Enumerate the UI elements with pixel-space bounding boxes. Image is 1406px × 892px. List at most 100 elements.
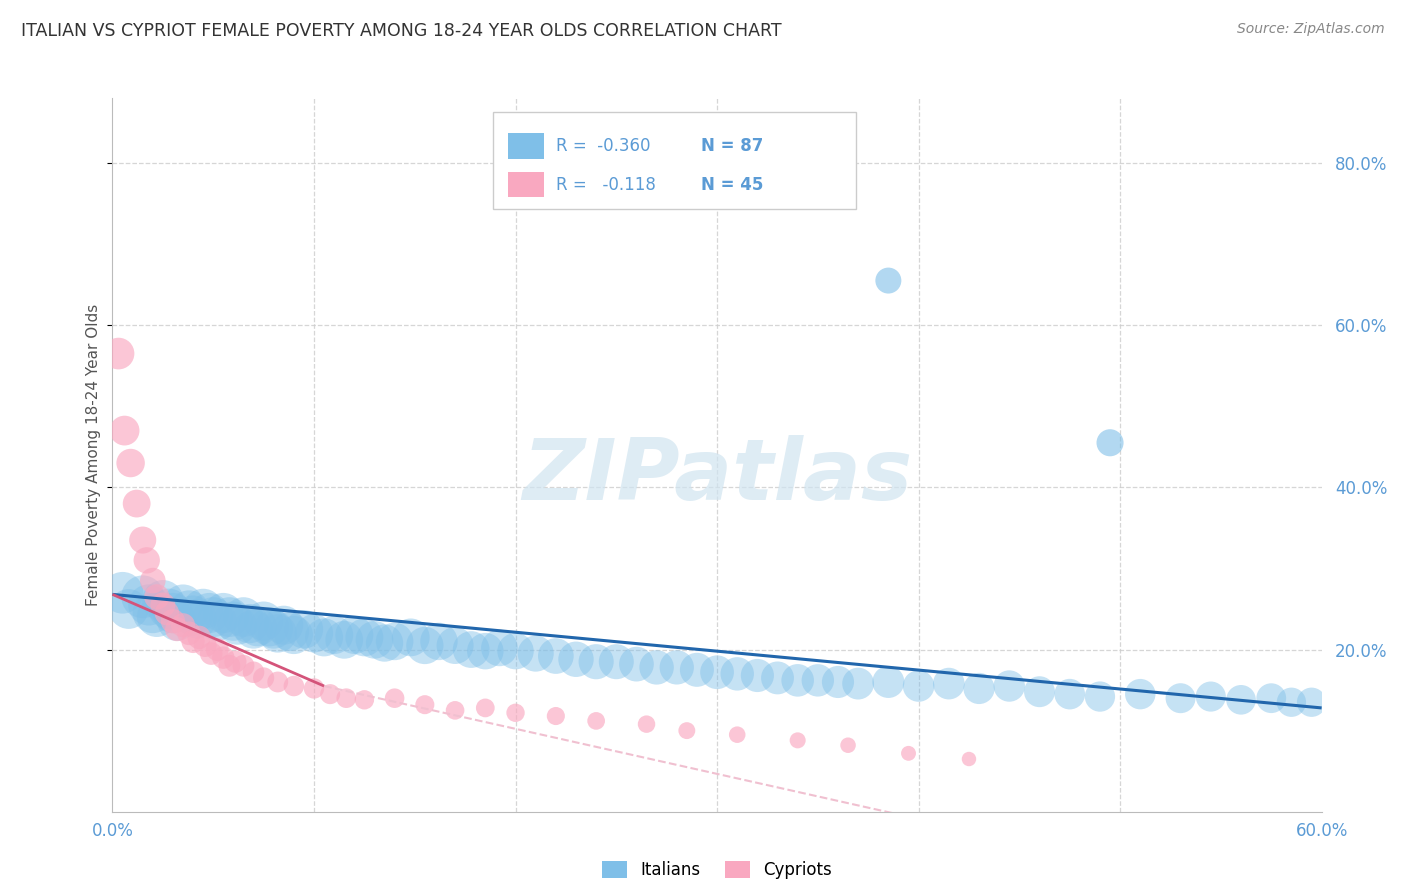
Point [877, 274, 900, 288]
Point [686, 663, 709, 677]
Point [166, 614, 188, 628]
Point [384, 634, 406, 648]
Text: ITALIAN VS CYPRIOT FEMALE POVERTY AMONG 18-24 YEAR OLDS CORRELATION CHART: ITALIAN VS CYPRIOT FEMALE POVERTY AMONG … [21, 22, 782, 40]
Point [172, 618, 194, 632]
Point [111, 586, 134, 600]
Point [460, 642, 482, 657]
Point [374, 636, 396, 650]
Point [202, 610, 225, 624]
Point [120, 456, 142, 470]
Point [242, 665, 264, 680]
Point [152, 594, 174, 608]
Point [152, 598, 174, 612]
Point [427, 634, 450, 648]
Point [1088, 690, 1111, 704]
Point [117, 602, 139, 616]
Point [488, 640, 510, 655]
Point [474, 644, 496, 658]
Point [319, 687, 342, 701]
Legend: Italians, Cypriots: Italians, Cypriots [595, 854, 839, 886]
Point [207, 642, 229, 657]
Point [957, 752, 980, 766]
Point [837, 738, 859, 752]
Y-axis label: Female Poverty Among 18-24 Year Olds: Female Poverty Among 18-24 Year Olds [86, 304, 101, 606]
Point [267, 675, 290, 690]
Point [177, 626, 200, 640]
Point [505, 706, 527, 720]
Point [156, 606, 179, 620]
Point [125, 497, 148, 511]
Point [877, 675, 900, 690]
Point [273, 618, 295, 632]
Point [786, 673, 808, 688]
Point [263, 622, 285, 636]
Point [1279, 695, 1302, 709]
Point [1230, 693, 1253, 707]
Point [302, 681, 325, 696]
Point [292, 622, 315, 636]
FancyBboxPatch shape [494, 112, 856, 209]
Point [157, 602, 180, 616]
Point [232, 610, 254, 624]
Point [444, 639, 467, 653]
Point [267, 626, 290, 640]
Point [907, 679, 929, 693]
Point [1170, 691, 1192, 706]
Point [181, 634, 204, 648]
Text: ZIPatlas: ZIPatlas [522, 434, 912, 518]
Point [142, 606, 165, 620]
Point [302, 626, 325, 640]
Point [938, 676, 960, 690]
Point [725, 728, 748, 742]
Point [353, 631, 375, 645]
Point [212, 606, 235, 620]
Text: Source: ZipAtlas.com: Source: ZipAtlas.com [1237, 22, 1385, 37]
Point [107, 346, 129, 360]
Point [146, 610, 169, 624]
Point [132, 590, 155, 604]
Point [645, 660, 668, 674]
Point [132, 533, 155, 547]
Point [142, 574, 165, 588]
Point [114, 424, 136, 438]
Point [218, 658, 240, 673]
Point [135, 553, 157, 567]
FancyBboxPatch shape [508, 172, 544, 197]
Point [253, 614, 276, 628]
Point [1098, 435, 1121, 450]
Point [146, 590, 169, 604]
Point [605, 655, 627, 669]
Point [725, 666, 748, 681]
Point [335, 691, 357, 706]
Point [565, 652, 588, 666]
Point [181, 608, 204, 623]
Point [363, 632, 385, 647]
Point [198, 606, 221, 620]
Point [353, 693, 375, 707]
Point [162, 606, 184, 620]
Point [636, 717, 658, 731]
Point [162, 614, 184, 628]
Point [967, 681, 990, 696]
Text: N = 45: N = 45 [702, 176, 763, 194]
Point [544, 709, 567, 723]
Point [1301, 695, 1323, 709]
Point [224, 655, 246, 669]
Point [212, 650, 235, 665]
Point [253, 671, 276, 685]
Point [897, 747, 920, 761]
Point [312, 631, 335, 645]
Point [413, 639, 436, 653]
Point [766, 671, 789, 685]
Point [1059, 687, 1081, 701]
Point [998, 679, 1021, 693]
Point [207, 614, 229, 628]
Point [1260, 691, 1282, 706]
Point [665, 660, 688, 674]
Point [747, 668, 769, 682]
Point [200, 647, 222, 661]
Point [585, 655, 607, 669]
Point [246, 620, 269, 634]
Point [585, 714, 607, 728]
Point [138, 598, 160, 612]
